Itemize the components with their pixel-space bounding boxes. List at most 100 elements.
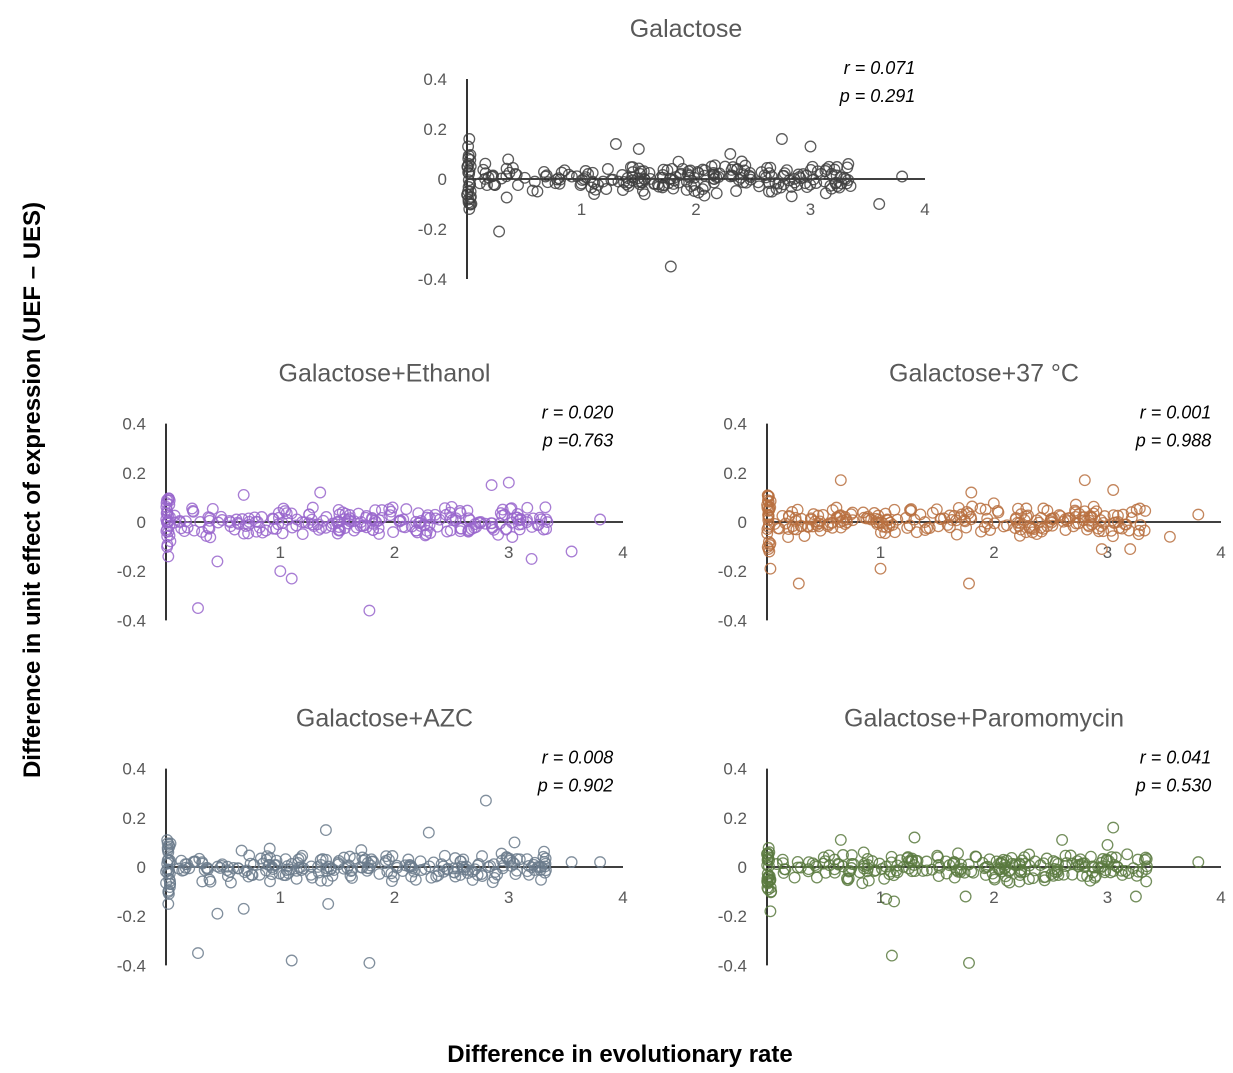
data-point bbox=[880, 893, 893, 905]
data-point bbox=[1072, 517, 1085, 530]
data-point bbox=[338, 513, 351, 526]
data-point bbox=[192, 947, 204, 960]
data-point bbox=[1046, 519, 1059, 532]
data-point bbox=[462, 525, 475, 538]
data-point bbox=[423, 860, 436, 873]
data-point bbox=[558, 164, 571, 177]
data-point bbox=[479, 794, 492, 807]
data-point bbox=[616, 169, 629, 181]
data-point bbox=[1192, 856, 1205, 869]
data-point bbox=[1163, 530, 1176, 543]
data-point bbox=[465, 523, 478, 535]
data-point bbox=[799, 177, 812, 190]
x-tick-label: 3 bbox=[1103, 888, 1112, 907]
y-tick-label: -0.4 bbox=[418, 270, 447, 289]
data-point bbox=[1018, 865, 1031, 878]
data-point bbox=[802, 856, 815, 869]
data-point bbox=[456, 860, 468, 873]
data-point bbox=[503, 852, 516, 865]
data-point bbox=[1107, 865, 1120, 878]
data-point bbox=[286, 521, 299, 534]
y-tick-label: 0 bbox=[137, 513, 146, 532]
data-point bbox=[332, 515, 345, 528]
x-tick-label: 2 bbox=[989, 888, 998, 907]
data-point bbox=[319, 824, 332, 837]
y-tick-label: -0.4 bbox=[718, 956, 747, 975]
data-point bbox=[964, 511, 977, 523]
data-point bbox=[888, 895, 901, 908]
data-point bbox=[860, 512, 873, 525]
data-point bbox=[506, 531, 519, 543]
data-point bbox=[489, 178, 501, 191]
stat-r: r = 0.041 bbox=[1140, 748, 1212, 768]
y-tick-label: 0.2 bbox=[723, 809, 747, 828]
data-point bbox=[817, 851, 830, 864]
data-point bbox=[589, 183, 602, 196]
data-point bbox=[987, 497, 1000, 510]
data-point bbox=[525, 520, 538, 533]
data-point bbox=[955, 858, 967, 871]
data-point bbox=[533, 511, 546, 524]
data-point bbox=[430, 870, 443, 883]
data-point bbox=[537, 850, 550, 863]
data-point bbox=[432, 869, 445, 882]
data-point bbox=[273, 867, 286, 880]
y-tick-label: -0.4 bbox=[117, 956, 146, 975]
panel-title: Galactose+AZC bbox=[296, 705, 473, 733]
y-tick-label: 0.4 bbox=[723, 760, 747, 779]
data-point bbox=[540, 169, 553, 182]
data-point bbox=[861, 865, 874, 878]
data-point bbox=[828, 866, 841, 879]
data-point bbox=[462, 140, 475, 153]
data-point bbox=[285, 507, 298, 520]
data-point bbox=[192, 602, 204, 615]
data-point bbox=[960, 521, 973, 534]
data-point bbox=[1131, 853, 1144, 866]
data-point bbox=[1051, 863, 1064, 876]
data-point bbox=[909, 865, 922, 878]
data-point bbox=[344, 869, 357, 882]
data-point bbox=[510, 168, 523, 181]
scatter-panel: Galactose+37 °C 0.4 0.2 0 -0.2 -0.4 1 2 3 4 r = 0.… bbox=[718, 360, 1226, 631]
data-point bbox=[227, 861, 240, 874]
data-point bbox=[635, 176, 648, 189]
data-point bbox=[420, 528, 433, 541]
y-tick-label: 0 bbox=[438, 170, 447, 189]
data-point bbox=[601, 163, 614, 175]
data-point bbox=[1121, 848, 1134, 861]
data-point bbox=[845, 862, 858, 874]
data-point bbox=[782, 531, 795, 544]
data-point bbox=[498, 508, 511, 521]
data-point bbox=[463, 203, 476, 215]
data-point bbox=[984, 524, 997, 536]
data-point bbox=[369, 504, 382, 517]
data-point bbox=[823, 849, 835, 862]
data-point bbox=[586, 166, 599, 179]
data-point bbox=[521, 501, 534, 514]
data-point bbox=[399, 521, 411, 534]
data-point bbox=[466, 865, 479, 878]
data-point bbox=[396, 865, 409, 877]
data-point bbox=[464, 148, 477, 161]
data-point bbox=[764, 905, 777, 918]
data-point bbox=[764, 537, 777, 550]
stat-r: r = 0.008 bbox=[542, 748, 614, 768]
data-point bbox=[986, 867, 999, 880]
data-point bbox=[475, 868, 488, 880]
data-point bbox=[998, 862, 1011, 875]
data-point bbox=[1139, 851, 1152, 864]
data-point bbox=[842, 872, 855, 885]
data-point bbox=[762, 509, 775, 522]
data-point bbox=[487, 169, 499, 182]
data-point bbox=[707, 168, 720, 181]
data-point bbox=[314, 486, 327, 499]
data-point bbox=[565, 170, 578, 183]
data-point bbox=[285, 572, 298, 585]
data-point bbox=[979, 868, 992, 881]
data-point bbox=[1139, 504, 1152, 517]
data-point bbox=[979, 503, 992, 516]
data-point bbox=[474, 516, 487, 528]
data-point bbox=[885, 949, 898, 962]
data-point bbox=[562, 168, 575, 181]
data-point bbox=[431, 520, 444, 533]
